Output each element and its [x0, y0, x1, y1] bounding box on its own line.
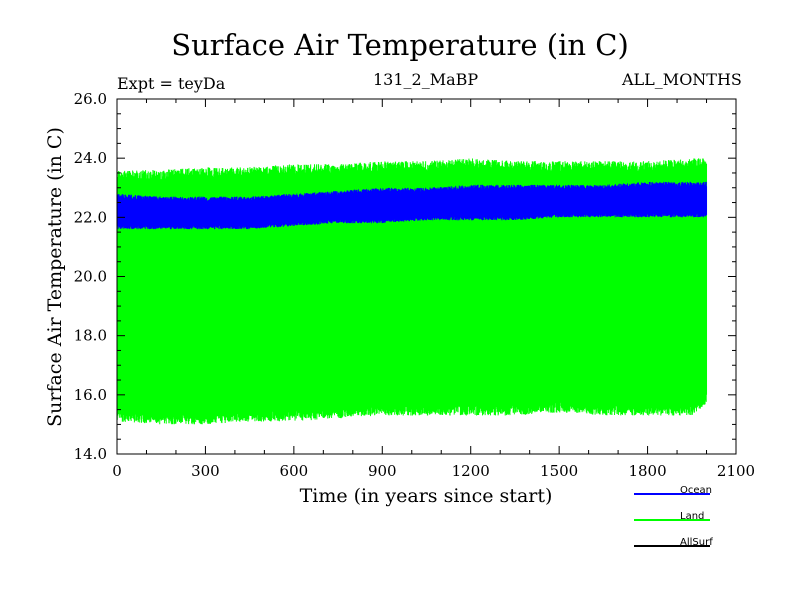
x-tick-label: 1500 [540, 462, 578, 480]
x-tick-label: 2100 [717, 462, 755, 480]
x-tick-label: 1200 [452, 462, 490, 480]
y-tick-label: 18.0 [74, 327, 107, 345]
y-tick-label: 26.0 [74, 90, 107, 108]
legend-label-ocean: Ocean [680, 485, 712, 496]
x-axis-label: Time (in years since start) [300, 485, 553, 507]
y-tick-label: 14.0 [74, 445, 107, 463]
legend: Ocean Land AllSurf [634, 485, 713, 548]
x-tick-label: 0 [112, 462, 122, 480]
experiment-label: Expt = teyDa [117, 74, 226, 93]
y-tick-label: 20.0 [74, 268, 107, 286]
y-tick-label: 24.0 [74, 149, 107, 167]
y-tick-label: 22.0 [74, 208, 107, 226]
y-axis-label: Surface Air Temperature (in C) [44, 127, 66, 427]
x-tick-label: 600 [280, 462, 309, 480]
period-label: ALL_MONTHS [622, 70, 742, 89]
legend-label-allsurf: AllSurf [680, 537, 713, 548]
axes-layer: 0 300 600 900 1200 1500 1800 2100 14.0 16.0 18.0 20… [74, 90, 756, 480]
chart-title: Surface Air Temperature (in C) [171, 28, 629, 62]
x-tick-label: 300 [191, 462, 220, 480]
y-tick-label: 16.0 [74, 386, 107, 404]
legend-label-land: Land [680, 511, 704, 522]
x-tick-label: 900 [368, 462, 397, 480]
x-tick-label: 1800 [628, 462, 666, 480]
series-layer [116, 158, 708, 425]
chart-subtitle: 131_2_MaBP [373, 70, 479, 89]
